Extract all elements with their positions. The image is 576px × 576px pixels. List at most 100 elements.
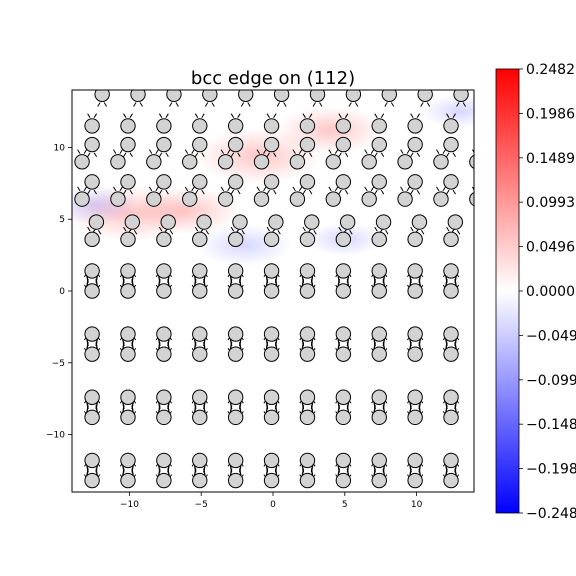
- x-tick-label: 5: [342, 500, 348, 510]
- displacement-arrow: [292, 186, 296, 192]
- atom: [120, 136, 136, 153]
- displacement-arrow: [158, 152, 163, 158]
- atom: [335, 409, 352, 426]
- displacement-arrow: [266, 189, 270, 195]
- displacement-arrow: [380, 152, 385, 158]
- displacement-arrow: [374, 226, 378, 232]
- displacement-arrow: [211, 102, 215, 107]
- atom: [273, 90, 290, 103]
- x-tick-label: 10: [411, 500, 423, 510]
- displacement-arrow: [230, 152, 235, 158]
- atom: [192, 472, 208, 489]
- atom: [192, 231, 208, 248]
- atom: [443, 231, 459, 248]
- colorbar-tick-label: 0.2482: [526, 62, 575, 78]
- displacement-arrow: [276, 102, 281, 107]
- atom: [120, 472, 136, 489]
- atom: [443, 263, 459, 279]
- displacement-arrow: [364, 186, 368, 192]
- atom: [74, 154, 90, 170]
- displacement-arrow: [380, 189, 385, 195]
- atom: [433, 191, 449, 207]
- displacement-arrow: [113, 186, 117, 192]
- displacement-arrow: [123, 113, 127, 118]
- atom: [110, 191, 126, 207]
- displacement-arrow: [344, 113, 349, 118]
- atom: [371, 326, 387, 342]
- atom: [407, 389, 423, 405]
- displacement-arrow: [302, 152, 306, 158]
- displacement-arrow: [302, 226, 306, 232]
- atom: [289, 191, 306, 207]
- displacement-arrow: [482, 227, 485, 231]
- displacement-arrow: [158, 189, 163, 195]
- y-axis: −10 −5 0 5 10: [46, 143, 72, 441]
- atom: [156, 231, 172, 248]
- displacement-arrow: [263, 186, 267, 192]
- atom: [146, 191, 162, 207]
- displacement-arrow: [83, 149, 87, 154]
- atom: [84, 283, 100, 299]
- displacement-arrow: [201, 113, 205, 118]
- displacement-arrow: [220, 186, 225, 192]
- atom: [227, 326, 244, 342]
- arrow-head: [479, 475, 483, 478]
- atom: [94, 90, 110, 103]
- displacement-arrow: [113, 149, 117, 154]
- colorbar: 0.2482 0.1986 0.1489 0.0993 0.0496 0.0000 −0.0…: [495, 62, 576, 522]
- displacement-arrow: [165, 152, 169, 158]
- arrow-head: [490, 348, 494, 351]
- arrow-head: [490, 285, 494, 288]
- arrow-head: [479, 400, 483, 403]
- atom: [227, 389, 244, 405]
- atom: [84, 326, 100, 342]
- displacement-arrow: [77, 149, 81, 154]
- displacement-arrow: [462, 102, 467, 107]
- atom: [443, 452, 459, 469]
- displacement-arrow: [334, 149, 339, 154]
- chart-title: bcc edge on (112): [191, 68, 355, 89]
- atom: [335, 118, 352, 134]
- y-tick-label: −5: [52, 359, 65, 369]
- arrow-head: [479, 274, 483, 277]
- atom: [166, 90, 182, 103]
- atom: [407, 118, 423, 134]
- displacement-arrow: [446, 189, 450, 195]
- displacement-arrow: [338, 113, 342, 118]
- atom: [120, 263, 136, 279]
- displacement-arrow: [204, 102, 209, 107]
- displacement-arrow: [436, 186, 440, 192]
- displacement-arrow: [158, 226, 163, 232]
- atom: [480, 284, 494, 298]
- displacement-arrow: [103, 102, 108, 107]
- displacement-arrow: [87, 113, 91, 118]
- x-tick-label: −10: [120, 500, 139, 510]
- atom: [443, 136, 459, 153]
- atom: [417, 90, 433, 103]
- atom: [433, 154, 449, 170]
- x-tick-label: 0: [270, 500, 276, 510]
- atom: [227, 118, 244, 134]
- atom: [120, 174, 136, 190]
- displacement-arrow: [273, 189, 277, 195]
- displacement-arrow: [273, 113, 277, 118]
- atom: [263, 118, 280, 134]
- atom: [120, 409, 136, 426]
- atom: [182, 154, 198, 170]
- atom: [407, 283, 423, 299]
- displacement-arrow: [344, 152, 349, 158]
- atom: [469, 154, 474, 169]
- displacement-arrow: [191, 149, 195, 154]
- atom: [407, 136, 423, 153]
- displacement-arrow: [489, 153, 492, 157]
- atom: [217, 191, 234, 207]
- displacement-arrow: [77, 186, 81, 192]
- displacement-arrow: [479, 187, 482, 191]
- atom: [84, 346, 100, 362]
- displacement-arrow: [385, 230, 389, 235]
- atom: [335, 231, 352, 248]
- displacement-arrow: [481, 405, 483, 414]
- displacement-arrow: [384, 102, 388, 107]
- arrow-head: [490, 274, 494, 277]
- displacement-arrow: [416, 189, 421, 195]
